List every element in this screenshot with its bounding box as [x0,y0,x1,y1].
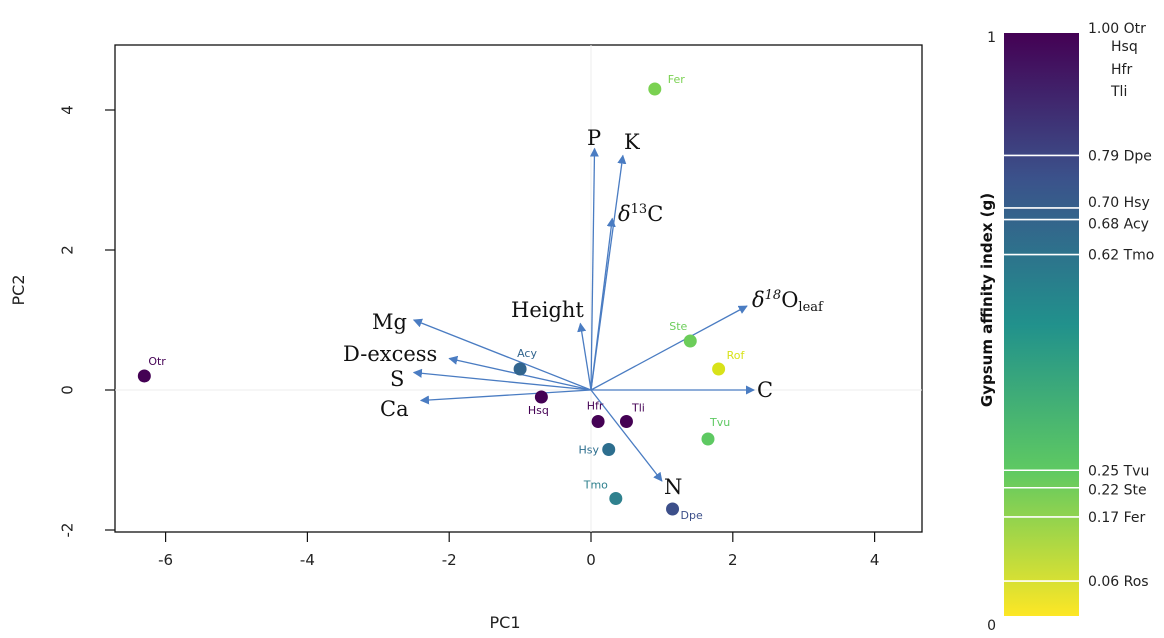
x-tick-label: 2 [728,551,738,569]
point-fer [648,82,662,96]
point-otr [137,369,151,383]
point-hsy [602,443,616,456]
colorbar-mark-label: 0.68 Acy [1088,217,1149,233]
x-tick-label: -2 [442,551,457,569]
point-acy [513,362,527,376]
point-label-fer: Fer [668,73,685,86]
x-tick-label: 0 [586,551,596,569]
vector-label-dexcess: D-excess [343,342,437,366]
colorbar-mark-label: 0.62 Tmo [1088,248,1154,264]
x-tick-label: -6 [158,551,173,569]
vector-label-n: N [664,475,682,499]
colorbar-title: Gypsum affinity index (g) [978,193,996,407]
point-label-tli: Tli [631,402,645,415]
vector-arrow [577,322,592,391]
x-tick-label: 4 [870,551,880,569]
vector-label-c: C [757,378,773,402]
vector-arrow [590,389,663,482]
point-label-ste: Ste [669,320,687,333]
point-label-hsy: Hsy [578,444,599,457]
point-dpe [666,502,680,516]
vector-label-s: S [390,367,404,391]
vector-label-d13c: δ13C [618,202,663,226]
vector-label-k: K [624,130,640,154]
y-tick-label: 2 [59,245,77,255]
vector-arrow [419,389,592,405]
colorbar-mark-label: 0.22 Ste [1088,483,1147,499]
point-label-hfr: Hfr [587,400,604,413]
point-hsq [534,390,548,404]
vector-arrow [590,217,616,391]
score-points: Otr Fer Acy Hsq Hfr Tli Hsy Tmo Dpe Ste Rof Tvu [137,73,746,522]
colorbar-mark-label: 0.70 Hsy [1088,195,1150,211]
colorbar-mark-label: 0.06 Ros [1088,574,1149,590]
vector-label-ca: Ca [380,397,409,421]
y-axis-title: PC2 [9,275,28,306]
colorbar-mark-label: 0.17 Fer [1088,510,1146,526]
plot-frame [114,44,923,533]
colorbar-gradient [1004,33,1079,616]
point-ste [683,334,697,348]
loading-vectors [412,147,755,482]
point-hfr [591,415,605,428]
y-tick-label: 4 [59,105,77,115]
x-axis-title: PC1 [490,613,521,632]
vector-arrow [412,368,592,391]
colorbar-mark-label: 0.79 Dpe [1088,148,1152,164]
vector-label-p: P [587,126,601,150]
point-label-acy: Acy [517,347,537,360]
vector-label-mg: Mg [372,310,407,334]
colorbar-min-label: 0 [987,618,996,634]
y-tick-label: 0 [59,385,77,395]
x-axis-ticks: -6 -4 -2 0 2 4 [158,532,879,569]
vector-arrow [412,318,592,391]
colorbar-mark-label: 0.25 Tvu [1088,463,1149,479]
point-label-tvu: Tvu [709,416,730,429]
point-tmo [609,492,623,505]
vector-label-height: Height [511,298,584,322]
point-rof [712,362,726,376]
point-tli [619,415,633,428]
colorbar-extra-tli: Tli [1110,84,1127,100]
point-label-otr: Otr [148,355,166,368]
x-tick-label: -4 [300,551,315,569]
point-label-tmo: Tmo [583,479,608,492]
vector-arrow [589,147,599,391]
colorbar: 1.00 Otr 0.79 Dpe 0.70 Hsy 0.68 Acy 0.62 Tmo… [978,21,1154,634]
colorbar-max-label: 1 [987,30,996,46]
colorbar-extra-hsq: Hsq [1111,39,1138,55]
point-tvu [701,432,715,446]
point-label-rof: Rof [727,349,746,362]
point-label-dpe: Dpe [681,509,703,522]
vector-label-d18o: δ18Oleaf [752,288,824,315]
point-label-hsq: Hsq [528,404,549,417]
vector-arrow [590,305,748,391]
colorbar-mark-label: 1.00 Otr [1088,21,1146,37]
colorbar-extra-hfr: Hfr [1111,62,1132,78]
y-axis-ticks: -2 0 2 4 [59,105,115,538]
y-tick-label: -2 [59,523,77,538]
